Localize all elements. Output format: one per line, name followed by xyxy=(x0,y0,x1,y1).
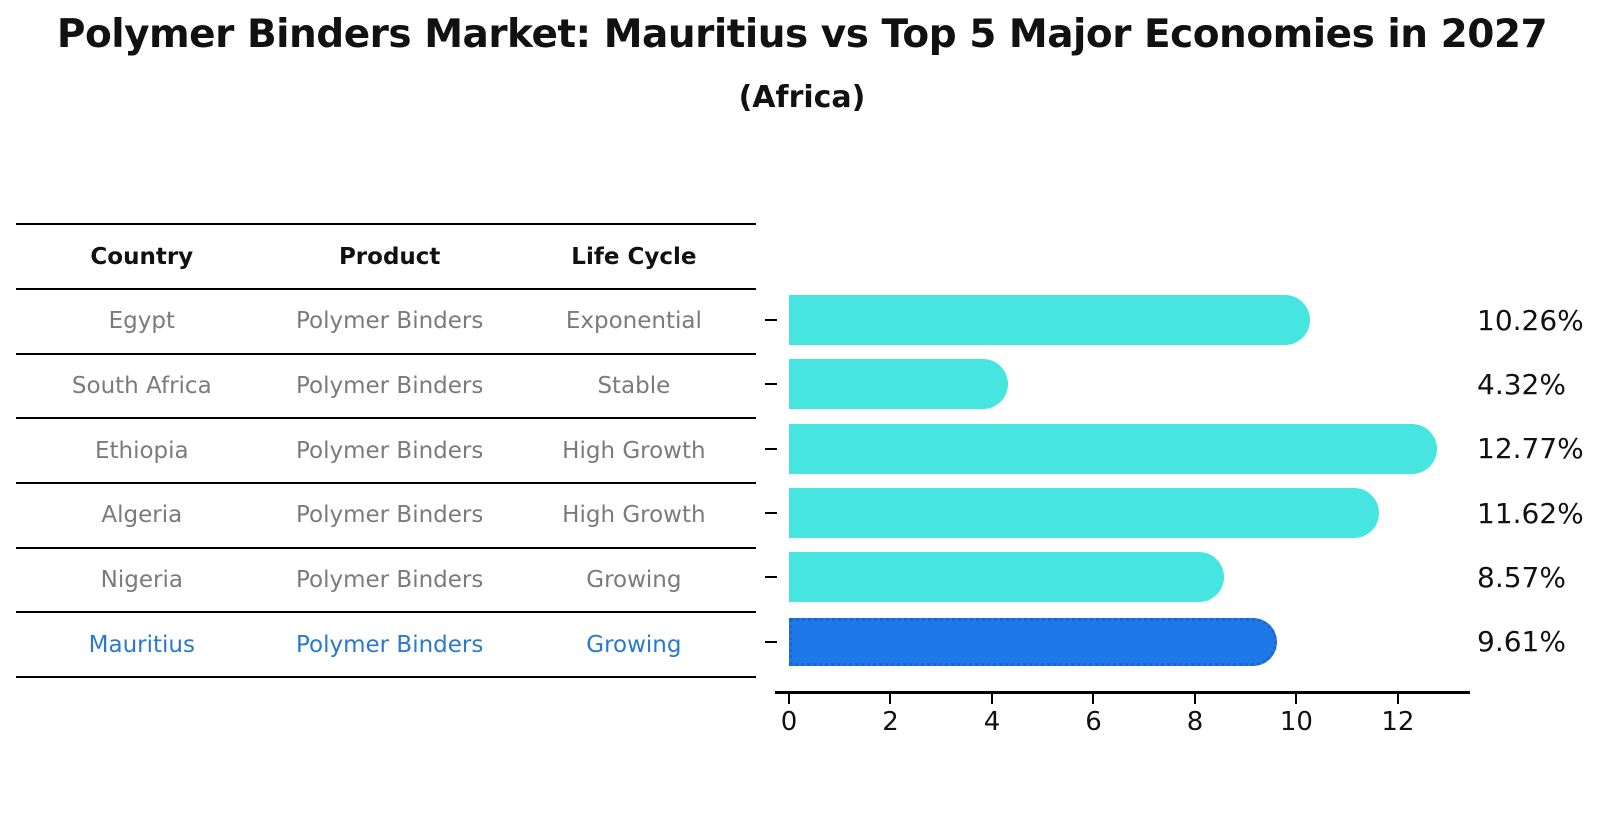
x-tick-mark xyxy=(788,694,790,704)
value-label-south-africa: 4.32% xyxy=(1477,367,1566,401)
life-cycle-cell: High Growth xyxy=(562,437,706,464)
country-cell: Algeria xyxy=(101,502,183,529)
x-tick-label: 8 xyxy=(1186,707,1204,737)
value-label-nigeria: 8.57% xyxy=(1477,560,1566,594)
table-row-mauritius: Mauritius Polymer Binders Growing xyxy=(16,613,756,676)
x-tick-label: 0 xyxy=(780,707,798,737)
x-tick-mark xyxy=(990,694,993,704)
life-cycle-cell: Stable xyxy=(597,373,671,399)
table-header-country: Country xyxy=(90,243,194,270)
life-cycle-cell: Growing xyxy=(586,631,682,658)
y-tick-mark xyxy=(765,512,777,515)
bar-south-africa xyxy=(789,359,1009,410)
bar-ethiopia xyxy=(789,423,1438,474)
y-tick-mark xyxy=(765,447,777,450)
country-cell: Egypt xyxy=(108,308,175,335)
table-header-product: Product xyxy=(338,243,441,270)
x-tick-label: 2 xyxy=(882,707,899,737)
life-cycle-cell: High Growth xyxy=(562,502,706,529)
x-axis-line xyxy=(775,691,1470,694)
value-label-algeria: 11.62% xyxy=(1477,496,1584,530)
x-tick-mark xyxy=(1396,694,1399,704)
y-tick-mark xyxy=(765,576,777,579)
x-tick-mark xyxy=(889,694,892,704)
bar-egypt xyxy=(789,295,1310,346)
country-table: Country Product Life Cycle Egypt Polymer… xyxy=(16,223,756,678)
y-tick-mark xyxy=(765,640,777,643)
country-cell: Ethiopia xyxy=(94,437,189,464)
value-label-egypt: 10.26% xyxy=(1477,303,1584,337)
country-cell: Mauritius xyxy=(88,631,195,658)
value-label-ethiopia: 12.77% xyxy=(1477,432,1584,466)
table-header-life-cycle: Life Cycle xyxy=(571,243,697,270)
product-cell: Polymer Binders xyxy=(295,308,484,335)
y-tick-mark xyxy=(765,383,777,386)
table-header-row: Country Product Life Cycle xyxy=(16,225,756,290)
x-tick-mark xyxy=(1295,694,1298,704)
x-tick-label: 12 xyxy=(1381,707,1415,737)
value-labels: 10.26% 4.32% 12.77% 11.62% 8.57% 9.61% xyxy=(1477,288,1597,674)
product-cell: Polymer Binders xyxy=(295,373,484,399)
product-cell: Polymer Binders xyxy=(295,631,484,658)
product-cell: Polymer Binders xyxy=(295,437,484,464)
x-tick-label: 10 xyxy=(1279,707,1313,737)
bar-algeria xyxy=(789,488,1379,539)
x-tick-label: 6 xyxy=(1085,707,1102,737)
chart-title: Polymer Binders Market: Mauritius vs Top… xyxy=(56,12,1548,57)
table-row: Egypt Polymer Binders Exponential xyxy=(16,290,756,355)
plot-area xyxy=(789,288,1470,674)
product-cell: Polymer Binders xyxy=(295,502,484,529)
country-cell: Nigeria xyxy=(100,567,183,594)
table-row: Ethiopia Polymer Binders High Growth xyxy=(16,419,756,485)
chart-subtitle: (Africa) xyxy=(738,80,866,115)
x-tick-mark xyxy=(1193,694,1196,704)
table-row: South Africa Polymer Binders Stable xyxy=(16,355,756,420)
table-row: Algeria Polymer Binders High Growth xyxy=(16,484,756,549)
y-axis-ticks xyxy=(765,288,777,674)
bar-mauritius xyxy=(789,617,1277,666)
x-tick-label: 4 xyxy=(983,707,1001,737)
x-tick-mark xyxy=(1092,694,1095,704)
country-cell: South Africa xyxy=(71,373,212,399)
bar-nigeria xyxy=(789,552,1224,603)
y-tick-mark xyxy=(765,319,777,322)
value-label-mauritius: 9.61% xyxy=(1477,625,1566,659)
life-cycle-cell: Growing xyxy=(586,567,682,594)
table-row: Nigeria Polymer Binders Growing xyxy=(16,549,756,614)
x-axis: 0 2 4 6 8 10 12 xyxy=(781,694,1470,744)
product-cell: Polymer Binders xyxy=(295,567,484,594)
life-cycle-cell: Exponential xyxy=(565,308,702,335)
